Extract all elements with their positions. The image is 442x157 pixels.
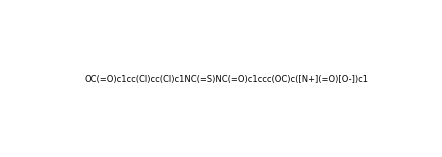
Text: OC(=O)c1cc(Cl)cc(Cl)c1NC(=S)NC(=O)c1ccc(OC)c([N+](=O)[O-])c1: OC(=O)c1cc(Cl)cc(Cl)c1NC(=S)NC(=O)c1ccc(…: [84, 75, 369, 84]
